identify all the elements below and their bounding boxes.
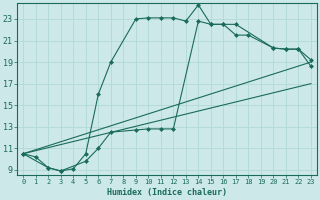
- X-axis label: Humidex (Indice chaleur): Humidex (Indice chaleur): [107, 188, 227, 197]
